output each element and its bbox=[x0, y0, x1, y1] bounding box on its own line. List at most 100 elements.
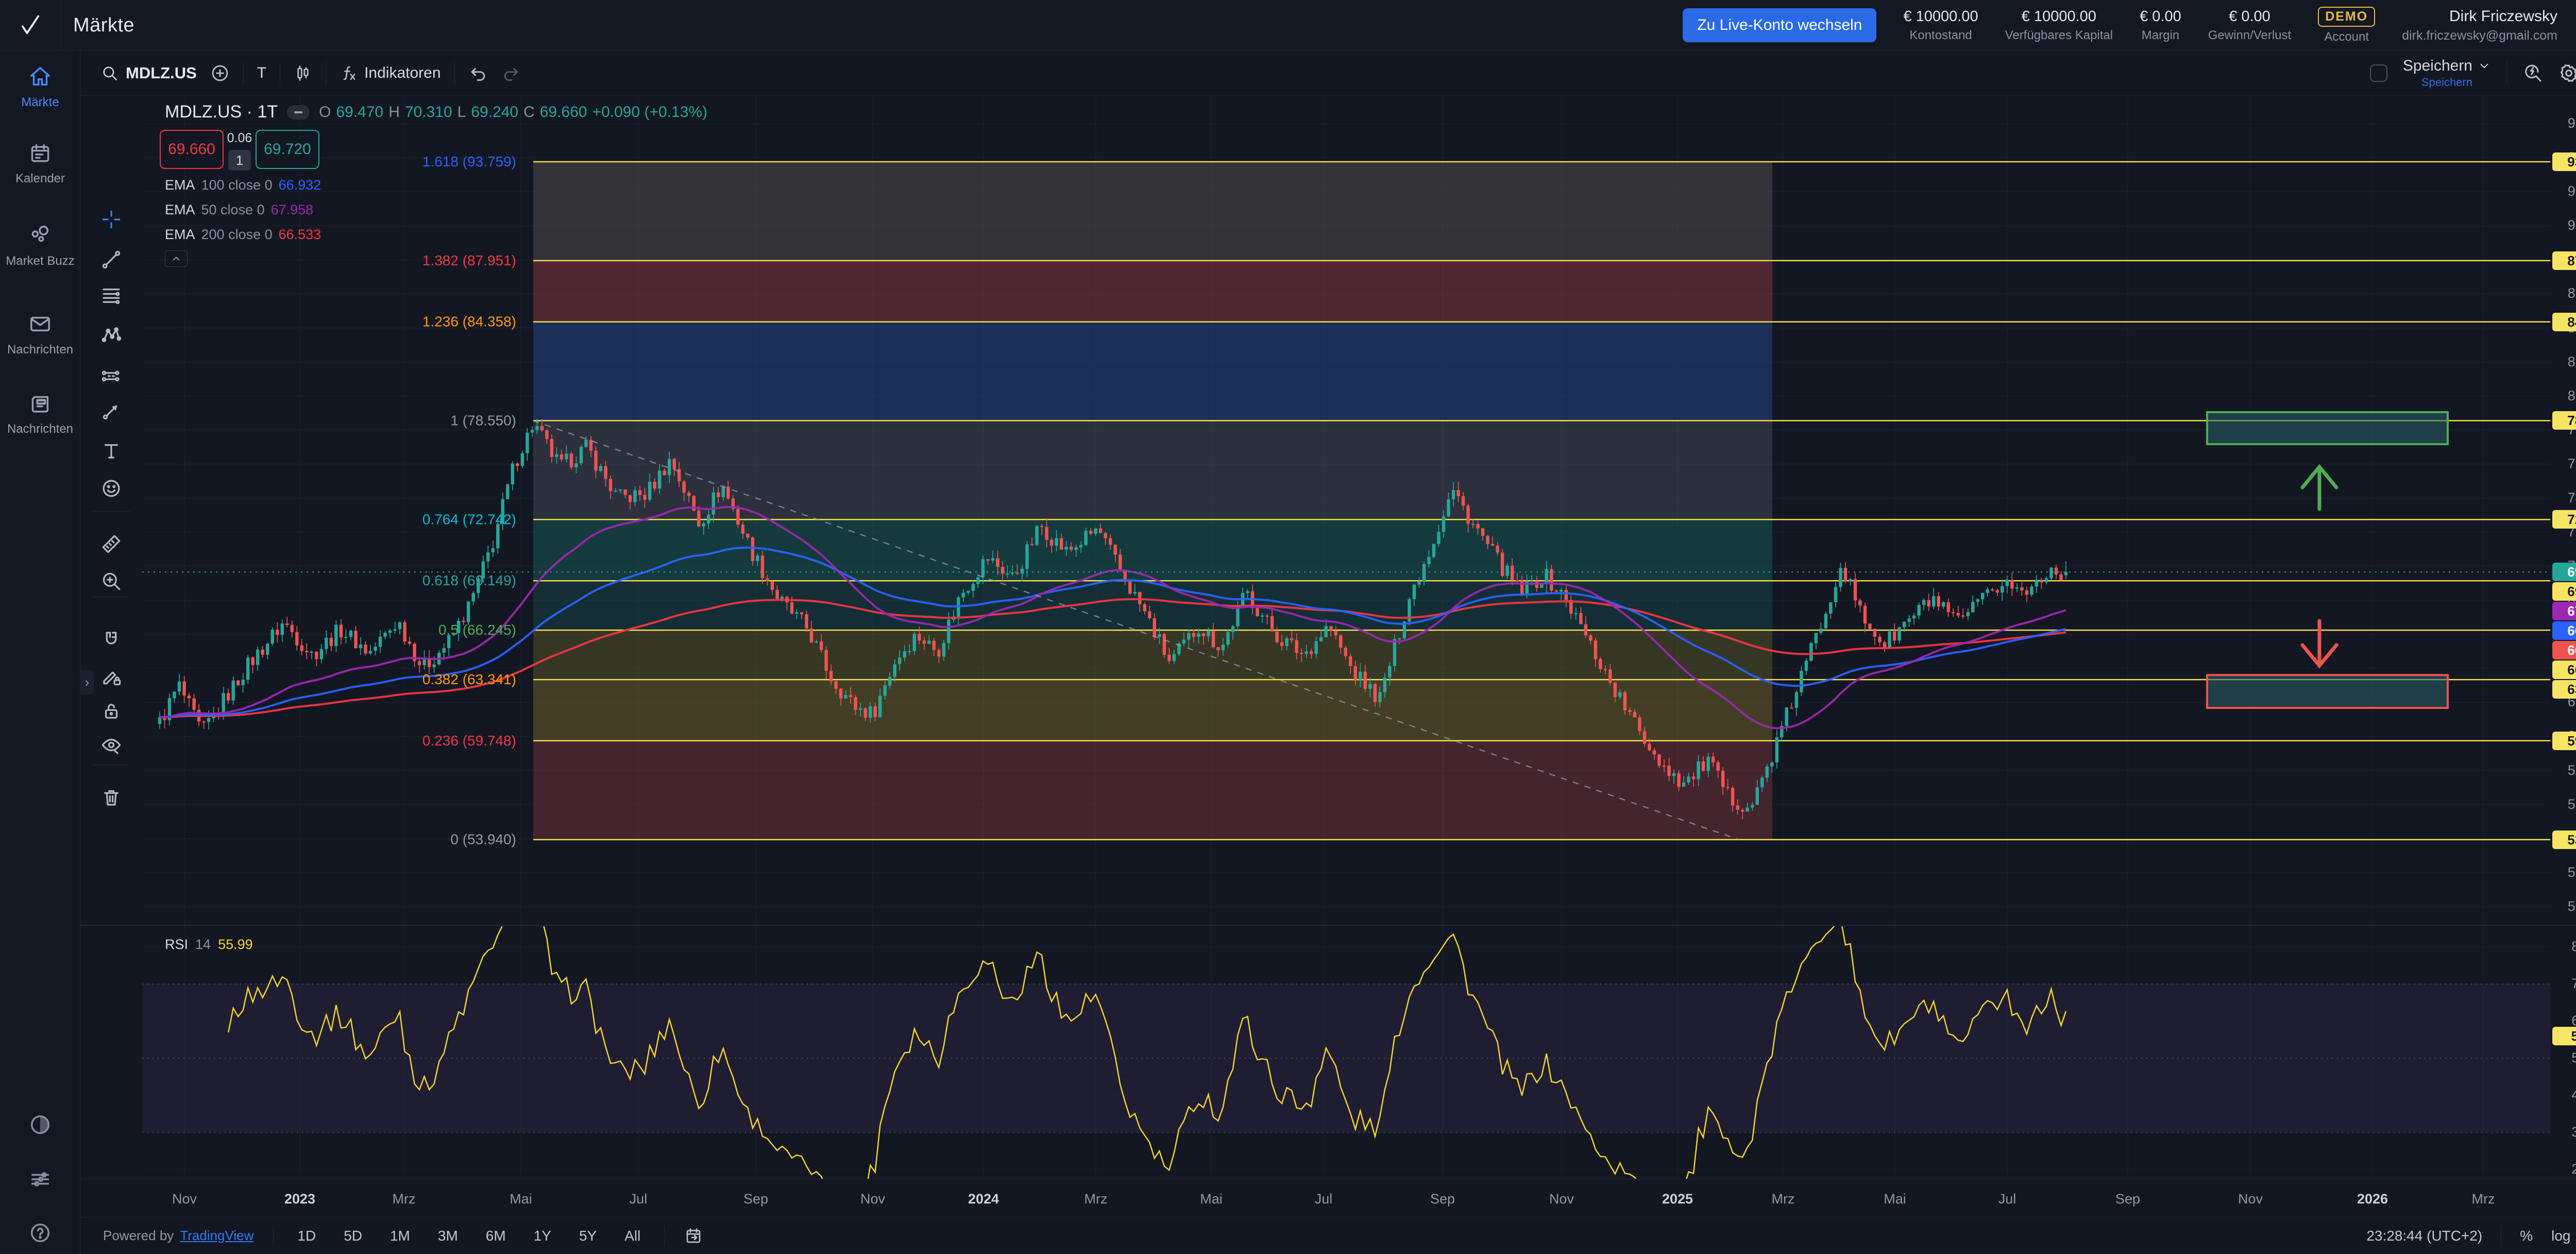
indicator-row-ema100[interactable]: EMA 100 close 0 66.932 bbox=[165, 177, 321, 193]
drawing-toolbar bbox=[80, 96, 142, 1217]
fx-icon bbox=[340, 64, 358, 82]
range-button-3m[interactable]: 3M bbox=[434, 1225, 462, 1247]
price-label-badge: 66.932 bbox=[2552, 621, 2576, 640]
redo-button[interactable] bbox=[501, 63, 521, 83]
tool-zoom-in[interactable] bbox=[97, 567, 126, 596]
zoom-in-icon bbox=[100, 570, 122, 592]
tool-ruler[interactable] bbox=[97, 530, 126, 558]
tool-arrow[interactable] bbox=[97, 397, 126, 426]
buy-button[interactable]: 69.720 bbox=[256, 130, 319, 169]
price-label-badge: 69.660 bbox=[2552, 563, 2576, 581]
fib-level-label: 1.618 (93.759) bbox=[422, 154, 516, 170]
rsi-legend[interactable]: RSI 14 55.99 bbox=[165, 937, 253, 953]
log-scale-button[interactable]: log bbox=[2551, 1228, 2570, 1244]
undo-icon bbox=[468, 63, 488, 83]
price-label-badge: 93.759 bbox=[2552, 152, 2576, 171]
range-button-5d[interactable]: 5D bbox=[340, 1225, 366, 1247]
percent-scale-button[interactable]: % bbox=[2520, 1228, 2533, 1244]
tool-pattern[interactable] bbox=[97, 320, 126, 349]
legend-symbol-title[interactable]: MDLZ.US · 1T bbox=[165, 102, 278, 122]
range-button-1d[interactable]: 1D bbox=[293, 1225, 320, 1247]
sidebar-item-market-buzz[interactable]: Market Buzz bbox=[0, 224, 80, 269]
sell-button[interactable]: 69.660 bbox=[160, 130, 224, 169]
home-icon bbox=[28, 65, 52, 89]
stat-value: € 0.00 bbox=[2229, 8, 2270, 25]
help-button[interactable] bbox=[0, 1221, 80, 1245]
tool-text[interactable] bbox=[97, 437, 126, 466]
calendar-goto-icon bbox=[684, 1227, 703, 1245]
page-title: Märkte bbox=[73, 0, 134, 50]
tradingview-link[interactable]: TradingView bbox=[180, 1228, 253, 1244]
price-tick-label: 76.000 bbox=[2550, 456, 2576, 472]
theme-toggle-button[interactable] bbox=[0, 1113, 80, 1137]
clock-display[interactable]: 23:28:44 (UTC+2) bbox=[2366, 1228, 2482, 1244]
compare-add-button[interactable] bbox=[210, 63, 230, 83]
newspaper-icon bbox=[28, 392, 52, 415]
chevron-down-icon bbox=[2478, 59, 2491, 73]
hide-drawings-icon bbox=[100, 734, 122, 756]
tool-projection[interactable] bbox=[97, 362, 126, 391]
rsi-tick-label: 50.00 bbox=[2550, 1050, 2576, 1066]
mail-icon bbox=[28, 312, 52, 336]
tool-emoji[interactable] bbox=[97, 474, 126, 503]
range-button-1m[interactable]: 1M bbox=[386, 1225, 414, 1247]
stat-verfuegbares-kapital: € 10000.00 Verfügbares Kapital bbox=[2005, 8, 2113, 43]
sidebar-item-label: Nachrichten bbox=[7, 342, 73, 358]
tool-trend-line[interactable] bbox=[97, 245, 126, 274]
pane-divider[interactable] bbox=[80, 925, 2576, 926]
tool-remove-drawings[interactable] bbox=[97, 783, 126, 812]
left-sidebar: Märkte Kalender Market Buzz Nachrichten … bbox=[0, 50, 80, 1254]
chart-toolbar: MDLZ.US T Indikatoren Speichern bbox=[80, 50, 2576, 96]
pattern-icon bbox=[100, 324, 122, 346]
ruler-icon bbox=[100, 533, 122, 555]
bubbles-icon bbox=[28, 224, 52, 247]
legend-collapse-button[interactable] bbox=[165, 250, 188, 267]
preferences-button[interactable] bbox=[0, 1167, 80, 1191]
go-to-date-button[interactable] bbox=[684, 1227, 703, 1245]
time-axis[interactable] bbox=[80, 1179, 2576, 1217]
rsi-tick-label: 20.00 bbox=[2550, 1161, 2576, 1177]
range-button-all[interactable]: All bbox=[620, 1225, 645, 1247]
stat-kontostand: € 10000.00 Kontostand bbox=[1903, 8, 1978, 43]
interval-button[interactable]: T bbox=[257, 64, 266, 82]
range-button-6m[interactable]: 6M bbox=[482, 1225, 510, 1247]
tool-crosshair[interactable] bbox=[97, 205, 126, 234]
tool-hide-drawings[interactable] bbox=[97, 731, 126, 759]
fib-level-label: 1.236 (84.358) bbox=[422, 314, 516, 330]
range-button-5y[interactable]: 5Y bbox=[575, 1225, 601, 1247]
undo-button[interactable] bbox=[468, 63, 488, 83]
expand-panel-tab[interactable]: › bbox=[80, 670, 94, 694]
price-scale[interactable]: 96.00094.00092.00090.00088.00086.00084.0… bbox=[2550, 96, 2576, 1179]
chart-settings-button[interactable] bbox=[2558, 63, 2576, 83]
candles-icon bbox=[294, 64, 312, 82]
save-layout-button[interactable]: Speichern Speichern bbox=[2403, 57, 2491, 89]
legend-visibility-toggle[interactable] bbox=[287, 105, 310, 120]
sidebar-item-label: Kalender bbox=[15, 171, 65, 187]
range-button-1y[interactable]: 1Y bbox=[530, 1225, 555, 1247]
tool-lock-all[interactable] bbox=[97, 697, 126, 725]
tool-drawing-lock[interactable] bbox=[97, 663, 126, 691]
sidebar-item-nachrichten-news[interactable]: Nachrichten bbox=[0, 392, 80, 437]
quantity-field[interactable]: 1 bbox=[228, 150, 251, 171]
indicator-row-ema200[interactable]: EMA 200 close 0 66.533 bbox=[165, 227, 321, 243]
autosave-checkbox[interactable] bbox=[2370, 64, 2387, 82]
tool-magnet[interactable] bbox=[97, 625, 126, 654]
chart-style-button[interactable] bbox=[294, 64, 312, 82]
fib-level-label: 0.764 (72.742) bbox=[422, 511, 516, 527]
sidebar-item-nachrichten-mail[interactable]: Nachrichten bbox=[0, 312, 80, 358]
rsi-tick-label: 30.00 bbox=[2550, 1124, 2576, 1140]
quick-search-button[interactable] bbox=[2522, 63, 2543, 83]
switch-to-live-button[interactable]: Zu Live-Konto wechseln bbox=[1683, 8, 1876, 42]
symbol-search-button[interactable]: MDLZ.US bbox=[101, 64, 197, 82]
chart-canvas[interactable]: 1.618 (93.759)1.382 (87.951)1.236 (84.35… bbox=[0, 0, 2576, 1254]
sidebar-item-kalender[interactable]: Kalender bbox=[0, 142, 80, 187]
fib-level-label: 0 (53.940) bbox=[450, 832, 516, 848]
projection-icon bbox=[100, 365, 122, 387]
indicators-button[interactable]: Indikatoren bbox=[340, 64, 440, 82]
user-info: Dirk Friczewsky dirk.friczewsky@gmail.co… bbox=[2402, 8, 2557, 43]
sidebar-item-maerkte[interactable]: Märkte bbox=[0, 65, 80, 110]
tool-fib-retracement[interactable] bbox=[97, 281, 126, 310]
indicator-row-ema50[interactable]: EMA 50 close 0 67.958 bbox=[165, 202, 313, 218]
app-logo[interactable] bbox=[0, 0, 61, 50]
price-label-badge: 67.958 bbox=[2552, 602, 2576, 620]
